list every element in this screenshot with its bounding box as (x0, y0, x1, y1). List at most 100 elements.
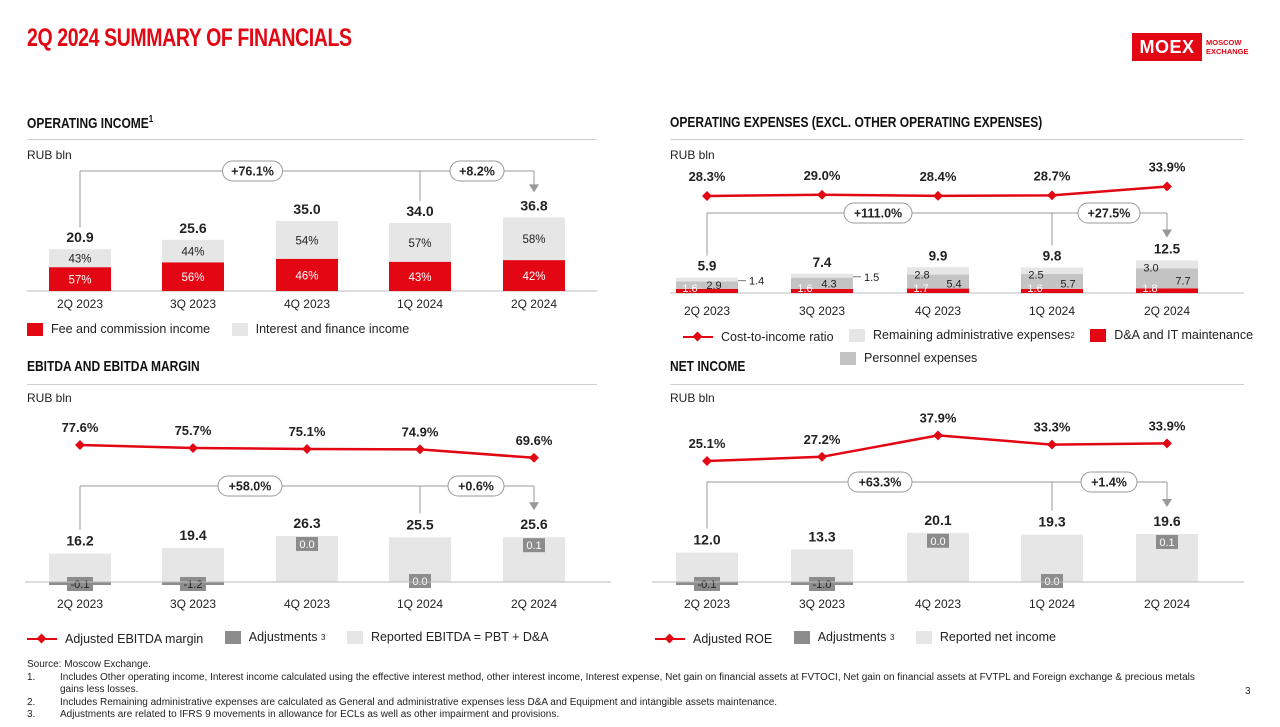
x-tick-label: 2Q 2023 (684, 304, 730, 318)
growth-badge (1080, 471, 1138, 493)
bar-total-label: 25.6 (179, 220, 206, 236)
line-value-label: 37.9% (920, 410, 957, 425)
x-tick-label: 3Q 2023 (170, 597, 216, 611)
legend-label: Reported net income (939, 630, 1056, 644)
ebitda-legend: Adjusted EBITDA margin Adjustments 3 Rep… (27, 630, 567, 647)
bar-adjustment (523, 538, 545, 553)
bar-share-label: 43% (68, 254, 91, 266)
bar-fee-commission (389, 261, 451, 291)
footnote-1: 1. Includes Other operating income, Inter… (27, 672, 1217, 697)
line-value-label: 74.9% (402, 424, 439, 439)
adjustment-label: -0.1 (698, 579, 717, 591)
line-value-label: 33.9% (1149, 418, 1186, 433)
x-tick-label: 2Q 2024 (1144, 597, 1190, 611)
bar-value-label: 5.7 (1060, 278, 1075, 290)
growth-label: +27.5% (1088, 207, 1131, 221)
x-tick-label: 4Q 2023 (284, 597, 330, 611)
operating-income-note: 1 (148, 114, 154, 125)
legend-label: Interest and finance income (255, 322, 410, 336)
growth-label: +8.2% (459, 165, 495, 179)
legend-item-interest-finance: Interest and finance income (231, 322, 410, 336)
bar-fee-commission (49, 267, 111, 291)
line-value-label: 75.1% (289, 424, 326, 439)
bar-value-label: 5.4 (946, 279, 961, 291)
bar-total-label: 34.0 (406, 203, 433, 219)
line-value-label: 28.7% (1034, 168, 1071, 183)
operating-expenses-heading: OPERATING EXPENSES (EXCL. OTHER OPERATIN… (670, 114, 1043, 131)
bar-adjustment (927, 533, 949, 548)
legend-swatch (915, 630, 932, 644)
legend-item-remaining-admin: Remaining administrative expenses 2 (849, 328, 1075, 342)
growth-badge (447, 475, 505, 497)
x-tick-label: 3Q 2023 (170, 297, 216, 311)
growth-badge (1077, 202, 1141, 224)
bar-total-label: 20.1 (924, 512, 951, 528)
bar-da-it (791, 288, 853, 293)
x-tick-label: 2Q 2024 (1144, 304, 1190, 318)
bar-value-label: 1.6 (797, 283, 812, 295)
bar-total-label: 19.6 (1153, 513, 1180, 529)
adjustment-label: -0.1 (71, 579, 90, 591)
legend-label: Cost-to-income ratio (721, 329, 834, 344)
line-point (302, 444, 312, 454)
legend-label: Adjustments (248, 630, 318, 644)
line-value-label: 29.0% (804, 168, 841, 183)
footnote-text: Includes Remaining administrative expens… (60, 696, 778, 708)
x-tick-label: 1Q 2024 (1029, 304, 1075, 318)
bar-total-label: 13.3 (808, 528, 835, 544)
growth-arrow-icon (529, 502, 539, 511)
bar-share-label: 46% (295, 270, 318, 282)
bar-da-it (1136, 288, 1198, 293)
bar-reported (162, 548, 224, 582)
legend-label: Personnel expenses (864, 351, 978, 365)
line-point (817, 189, 827, 200)
bar-fee-commission (503, 260, 565, 291)
growth-label: +1.4% (1091, 476, 1127, 490)
legend-line-swatch (27, 634, 57, 644)
legend-label: Reported EBITDA = PBT + D&A (370, 630, 549, 644)
line-value-label: 33.3% (1034, 420, 1071, 435)
footnote-text: Adjustments are related to IFRS 9 moveme… (60, 709, 560, 720)
bar-fee-commission (162, 262, 224, 291)
divider (27, 384, 597, 385)
bar-value-label: 1.6 (1027, 283, 1042, 295)
bar-remaining-admin (676, 277, 738, 282)
bar-remaining-admin (1136, 260, 1198, 269)
page-title: 2Q 2024 SUMMARY OF FINANCIALS (27, 24, 352, 52)
bar-da-it (676, 288, 738, 293)
net-income-legend: Adjusted ROE Adjustments 3 Reported net … (655, 630, 1074, 647)
adjustment-label: -1.2 (184, 579, 203, 591)
line-point (1047, 439, 1057, 450)
legend-label: Adjusted ROE (693, 631, 773, 646)
adjustment-label-bg (809, 577, 835, 591)
legend-label: Adjustments (817, 630, 887, 644)
operating-income-legend: Fee and commission income Interest and f… (27, 322, 427, 339)
growth-badge (217, 475, 283, 497)
legend-swatch (346, 630, 363, 644)
bar-reported (791, 549, 853, 582)
ebitda-unit: RUB bln (27, 391, 72, 405)
bar-total-label: 5.9 (698, 259, 717, 274)
bar-value-label: 1.8 (1142, 283, 1157, 295)
footnote-3: 3. Adjustments are related to IFRS 9 move… (27, 709, 1217, 722)
bar-remaining-admin (1021, 267, 1083, 275)
bar-value-label: 3.0 (1143, 263, 1158, 275)
line-point (817, 451, 827, 462)
growth-arrow-icon (1162, 229, 1172, 238)
legend-swatch (793, 630, 810, 644)
x-tick-label: 2Q 2023 (684, 597, 730, 611)
growth-badge (222, 160, 284, 182)
x-tick-label: 2Q 2024 (511, 597, 557, 611)
growth-label: +76.1% (231, 165, 274, 179)
line-value-label: 28.4% (920, 169, 957, 184)
legend-swatch (27, 322, 43, 336)
legend-swatch (1090, 328, 1107, 342)
page-number: 3 (1245, 686, 1251, 697)
line-point (415, 444, 425, 455)
legend-item-adjustments: Adjustments 3 (224, 630, 325, 644)
line-value-label: 33.9% (1149, 159, 1186, 174)
bar-share-label: 54% (295, 235, 318, 247)
legend-item-personnel: Personnel expenses (840, 351, 977, 365)
legend-item-reported-net-income: Reported net income (915, 630, 1056, 644)
